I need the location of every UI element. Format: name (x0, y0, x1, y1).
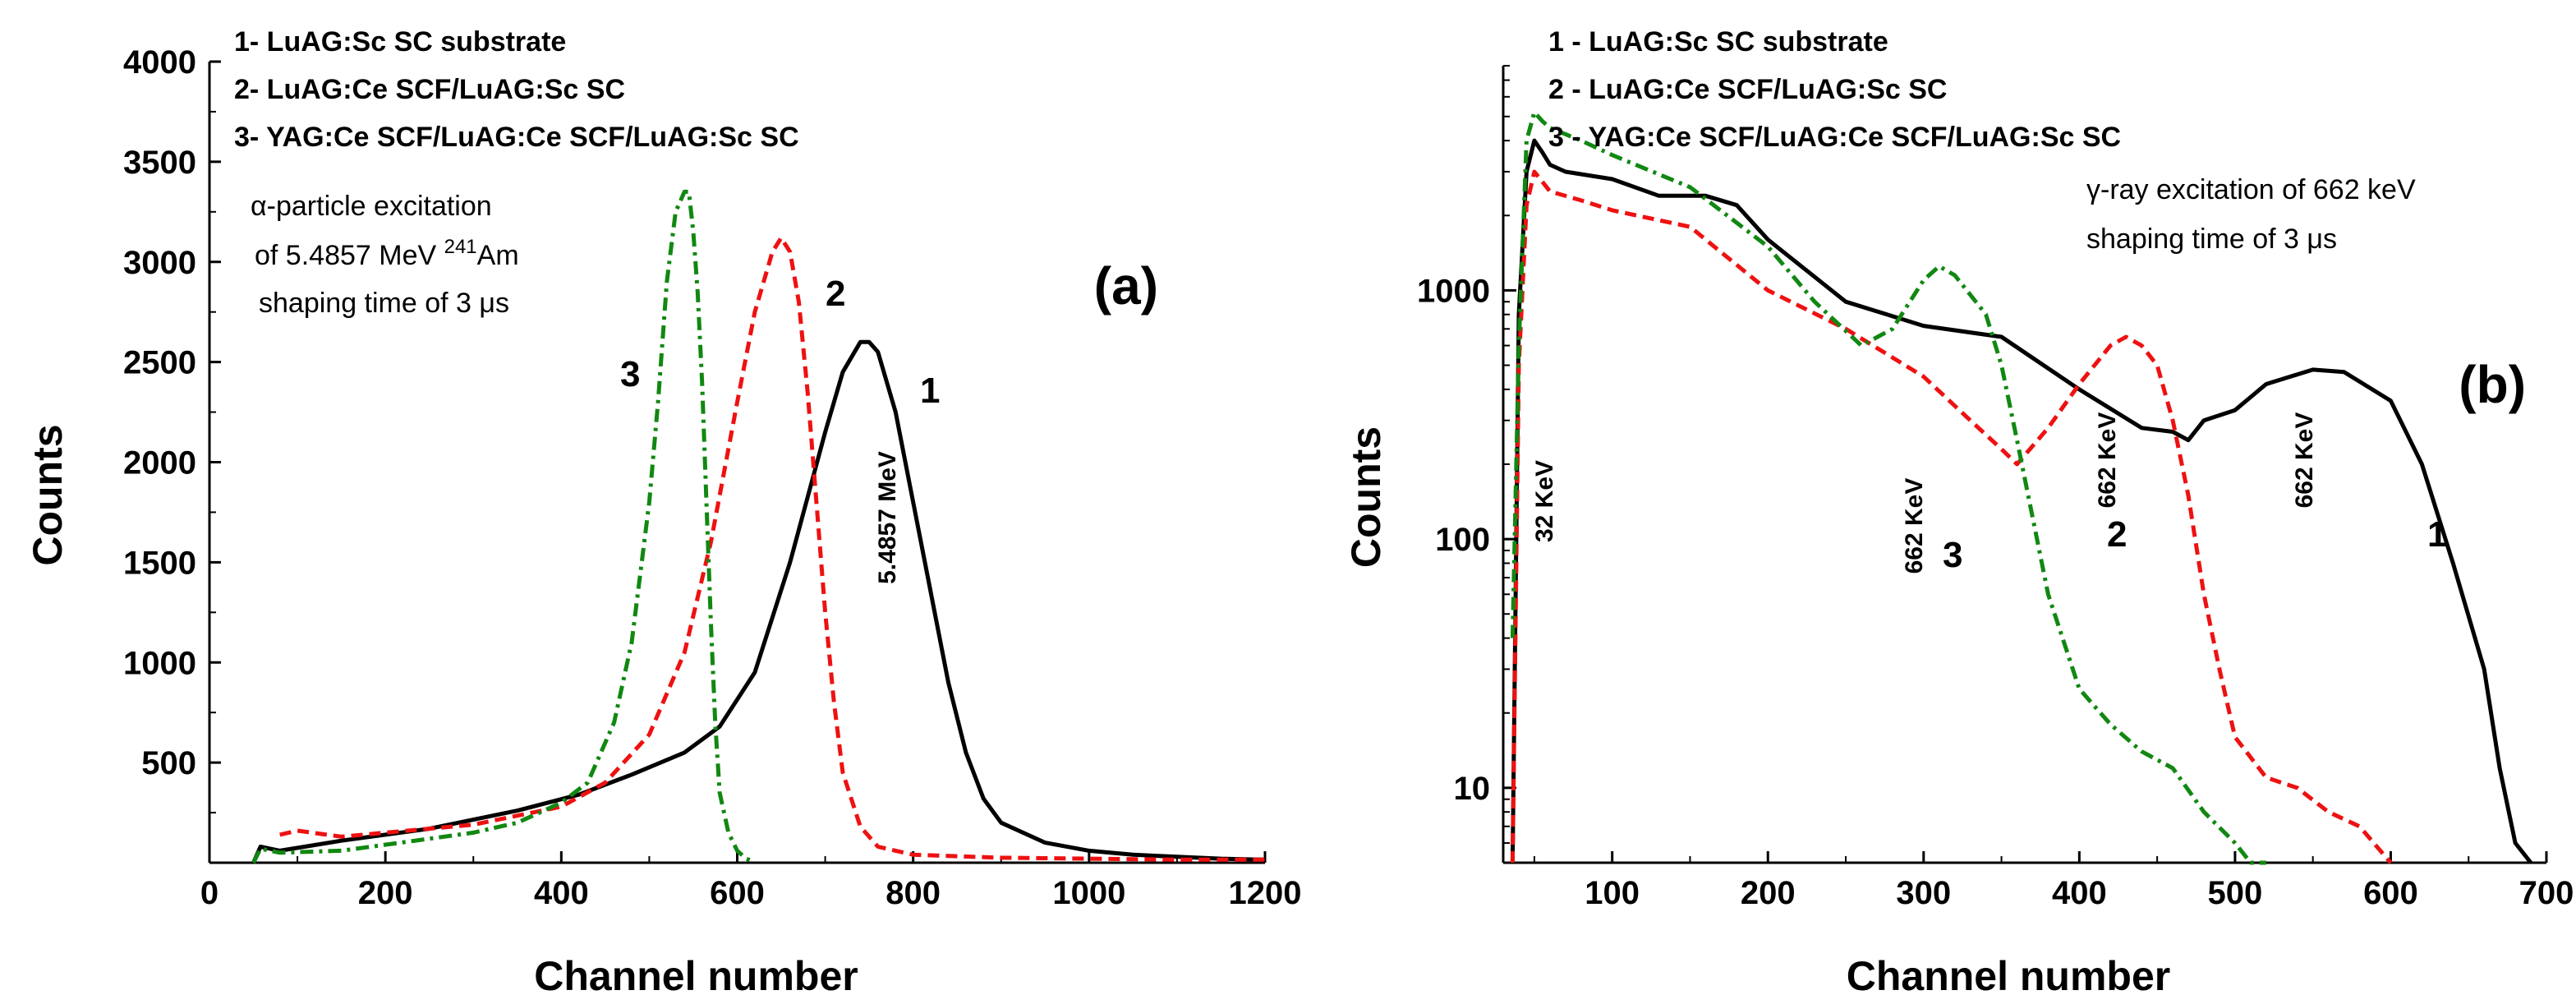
panel-a-note-line1: α-particle excitation (251, 191, 492, 222)
panel-b-series-1-line (1510, 138, 2532, 864)
panel-b-energy-label-4: 662 KeV (2291, 412, 2318, 509)
panel-a-y-tick-label: 3000 (123, 245, 196, 281)
panel-b-x-tick-label: 400 (2052, 875, 2107, 911)
panel-a-x-tick-label: 400 (534, 875, 589, 911)
panel-b-series-2-line (1510, 169, 2393, 864)
panel-a-y-tick-label: 1500 (123, 545, 196, 581)
panel-a-y-tick-label: 2500 (123, 345, 196, 381)
panel-b-energy-label-3: 662 KeV (2094, 412, 2121, 509)
panel-b-y-tick-label: 100 (1435, 522, 1490, 558)
panel-a-legend-entry-3: 3- YAG:Ce SCF/LuAG:Ce SCF/LuAG:Sc SC (234, 122, 799, 153)
panel-b-x-tick-label: 200 (1741, 875, 1796, 911)
panel-a-x-tick-label: 1200 (1229, 875, 1302, 911)
panel-a-x-axis-title: Channel number (534, 953, 858, 995)
panel-a-peak-energy-label: 5.4857 MeV (874, 451, 901, 584)
panel-a-note-isotope: Am (477, 240, 519, 271)
panel-b-x-axis-title: Channel number (1847, 953, 2170, 995)
panel-a-y-tick-label: 500 (141, 745, 196, 781)
panel-a-curve-label-1: 1 (920, 371, 940, 411)
panel-a-x-tick-label: 0 (200, 875, 218, 911)
panel-b-x-tick-label: 100 (1585, 875, 1640, 911)
panel-a-y-tick-label: 2000 (123, 445, 196, 481)
panel-b-x-tick-label: 500 (2208, 875, 2263, 911)
panel-a-series-2-line (279, 236, 1265, 862)
panel-a-note-line3: shaping time of 3 μs (259, 288, 509, 319)
panel-b-y-tick-label: 10 (1454, 771, 1491, 807)
panel-b-series-3-line (1510, 110, 2266, 865)
panel-b-x-tick-label: 300 (1896, 875, 1951, 911)
panel-b-legend-entry-3: 3 - YAG:Ce SCF/LuAG:Ce SCF/LuAG:Sc SC (1548, 122, 2121, 153)
panel-a-note-line2: of 5.4857 MeV 241Am (255, 236, 519, 271)
panel-a-x-tick-label: 800 (886, 875, 941, 911)
panel-b-curve-label-1: 1 (2427, 514, 2447, 555)
panel-a-curve-label-2: 2 (826, 274, 845, 314)
panel-b-legend-entry-1: 1 - LuAG:Sc SC substrate (1548, 26, 1888, 58)
panel-b-curve-label-2: 2 (2107, 514, 2127, 555)
panel-a-legend-entry-2: 2- LuAG:Ce SCF/LuAG:Sc SC (234, 74, 625, 105)
panel-a-y-tick-label: 4000 (123, 44, 196, 81)
panel-b-note-line1: γ-ray excitation of 662 keV (2086, 174, 2416, 205)
panel-a-legend-entry-1: 1- LuAG:Sc SC substrate (234, 26, 566, 58)
panel-a-y-axis-title: Counts (25, 424, 71, 565)
panel-b-x-tick-label: 600 (2363, 875, 2418, 911)
panel-b-energy-label-1: 32 KeV (1531, 460, 1558, 542)
panel-a-series-3-line (251, 189, 756, 864)
panel-a-note-isotope-mass: 241 (444, 236, 477, 258)
panel-b-curve-label-3: 3 (1943, 535, 1962, 575)
panel-b-legend-entry-2: 2 - LuAG:Ce SCF/LuAG:Sc SC (1548, 74, 1947, 105)
panel-a-x-tick-label: 1000 (1052, 875, 1125, 911)
panel-a-curve-label-3: 3 (620, 354, 640, 394)
panel-a-y-tick-label: 3500 (123, 145, 196, 181)
panel-a-y-tick-label: 1000 (123, 645, 196, 681)
panel-b-y-tick-label: 1000 (1417, 273, 1490, 309)
panel-b-y-axis-title: Counts (1343, 426, 1389, 568)
panel-a-x-tick-label: 600 (710, 875, 765, 911)
panel-b-energy-label-2: 662 KeV (1901, 478, 1928, 574)
panel-b-label: (b) (2459, 355, 2526, 414)
panel-b-note-line2: shaping time of 3 μs (2086, 223, 2337, 255)
panel-a-x-tick-label: 200 (358, 875, 413, 911)
panel-a-label: (a) (1094, 256, 1158, 316)
panel-b-x-tick-label: 700 (2519, 875, 2574, 911)
panel-a-series-1-line (251, 339, 1266, 864)
